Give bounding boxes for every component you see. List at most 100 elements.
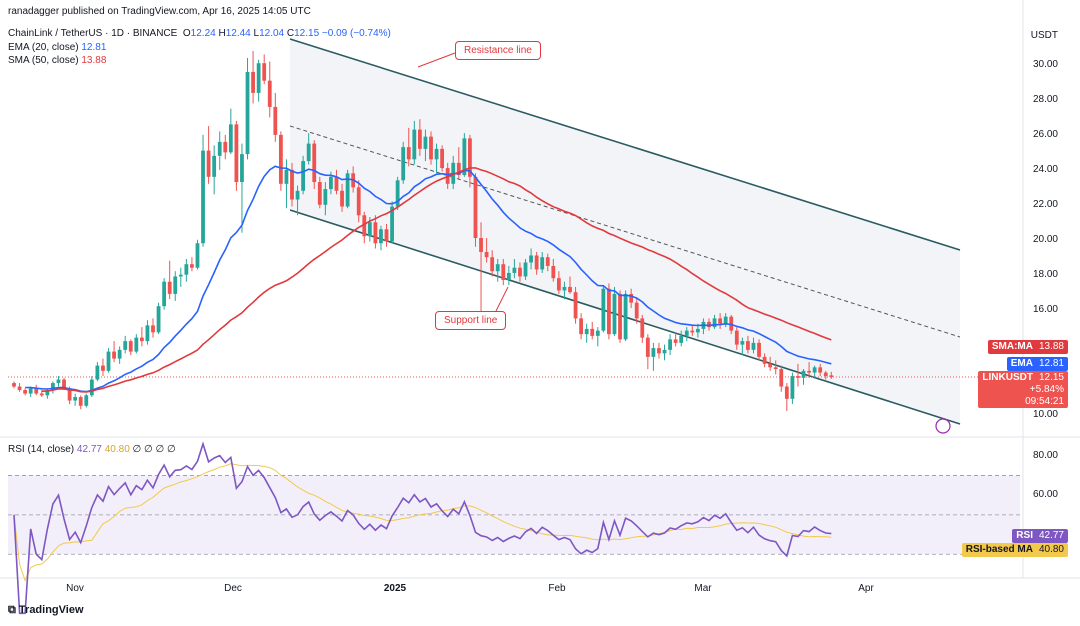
candle bbox=[373, 222, 378, 244]
candle bbox=[695, 328, 700, 333]
ohlc-close: 12.15 bbox=[294, 28, 320, 39]
candle bbox=[212, 155, 217, 177]
candle bbox=[423, 136, 428, 149]
candle bbox=[17, 386, 22, 391]
candle bbox=[28, 388, 33, 394]
candle bbox=[740, 341, 745, 345]
candle bbox=[56, 379, 61, 384]
candle bbox=[529, 255, 533, 263]
candle bbox=[406, 147, 411, 160]
sma-tag-value: 13.88 bbox=[1038, 341, 1064, 352]
price-tick: 26.00 bbox=[1032, 128, 1058, 140]
sma-legend-label: SMA (50, close) bbox=[8, 55, 79, 66]
candle bbox=[101, 365, 105, 371]
candle bbox=[323, 189, 328, 205]
candle bbox=[362, 215, 367, 237]
candle bbox=[217, 141, 222, 156]
candle bbox=[429, 136, 433, 160]
candle bbox=[545, 257, 550, 266]
candle bbox=[329, 176, 333, 190]
candle bbox=[267, 80, 272, 107]
currency-label: USDT bbox=[1030, 30, 1058, 41]
candle bbox=[590, 328, 595, 336]
candle bbox=[123, 341, 128, 350]
candle bbox=[540, 257, 545, 270]
price-tick: 22.00 bbox=[1032, 198, 1058, 210]
sma-legend[interactable]: SMA (50, close) 13.88 bbox=[8, 54, 106, 67]
rsi-value-tag: RSI 42.77 bbox=[1012, 529, 1068, 543]
candle bbox=[295, 190, 300, 200]
candle bbox=[796, 376, 800, 378]
ohlc-low: 12.04 bbox=[259, 28, 285, 39]
candle bbox=[584, 328, 589, 335]
candle bbox=[167, 281, 172, 294]
candle bbox=[190, 264, 194, 268]
candle bbox=[67, 388, 72, 401]
candle bbox=[379, 229, 383, 244]
candle bbox=[39, 393, 44, 396]
candle bbox=[595, 330, 600, 336]
ema-legend[interactable]: EMA (20, close) 12.81 bbox=[8, 41, 106, 54]
candle bbox=[206, 150, 211, 177]
rsi-ma-tag-value: 40.80 bbox=[1038, 544, 1064, 555]
candle bbox=[712, 318, 717, 328]
rsi-ma-tag-name: RSI-based MA bbox=[965, 544, 1033, 555]
candle bbox=[601, 288, 606, 331]
candle bbox=[484, 251, 489, 258]
candle bbox=[340, 190, 344, 207]
candle bbox=[629, 293, 634, 303]
candle bbox=[78, 397, 83, 406]
candle bbox=[551, 265, 556, 279]
candle bbox=[145, 325, 150, 342]
candle bbox=[746, 341, 750, 350]
rsi-legend[interactable]: RSI (14, close) 42.77 40.80 ∅ ∅ ∅ ∅ bbox=[8, 443, 176, 456]
candle bbox=[106, 351, 111, 371]
candle bbox=[562, 286, 567, 291]
candle bbox=[290, 169, 294, 200]
price-tag-value: 12.15 bbox=[1038, 372, 1064, 383]
candle bbox=[456, 162, 461, 176]
candle bbox=[228, 124, 233, 153]
candle bbox=[707, 321, 711, 328]
candle bbox=[234, 124, 239, 183]
candle bbox=[334, 176, 339, 191]
candle bbox=[818, 367, 823, 373]
candle bbox=[34, 388, 39, 394]
candle bbox=[684, 330, 689, 336]
ema-legend-value: 12.81 bbox=[81, 42, 107, 53]
ohlc-high: 12.44 bbox=[225, 28, 251, 39]
candle bbox=[95, 365, 100, 380]
candle bbox=[262, 63, 267, 81]
candle bbox=[45, 390, 50, 396]
candle bbox=[829, 375, 834, 377]
candle bbox=[645, 337, 650, 357]
price-tag-timer: 09:54:21 bbox=[1025, 396, 1064, 407]
candle bbox=[807, 370, 811, 373]
candle bbox=[251, 71, 255, 93]
candle bbox=[573, 292, 578, 319]
tradingview-logo[interactable]: ⧉ TradingView bbox=[8, 604, 84, 617]
price-tag-symbol: LINKUSDT bbox=[982, 372, 1033, 383]
rsi-legend-extra: ∅ ∅ ∅ ∅ bbox=[132, 444, 176, 455]
candle bbox=[757, 342, 761, 357]
sma-legend-value: 13.88 bbox=[81, 55, 107, 66]
candle bbox=[579, 318, 584, 335]
candle bbox=[401, 147, 406, 181]
candle bbox=[390, 206, 394, 242]
resistance-callout: Resistance line bbox=[455, 41, 541, 60]
candle bbox=[506, 272, 511, 280]
candle bbox=[556, 278, 561, 291]
candle bbox=[356, 187, 361, 216]
sma-price-tag: SMA:MA 13.88 bbox=[987, 340, 1068, 354]
price-tick: 30.00 bbox=[1032, 58, 1058, 70]
sma-tag-name: SMA:MA bbox=[991, 341, 1033, 352]
candle bbox=[395, 180, 400, 207]
candle bbox=[139, 337, 144, 342]
publisher-line: ranadagger published on TradingView.com,… bbox=[8, 6, 311, 17]
time-tick: Feb bbox=[548, 583, 566, 594]
candle bbox=[718, 318, 723, 324]
candle bbox=[12, 383, 16, 387]
brand-text: TradingView bbox=[18, 604, 84, 616]
candle bbox=[440, 148, 445, 169]
